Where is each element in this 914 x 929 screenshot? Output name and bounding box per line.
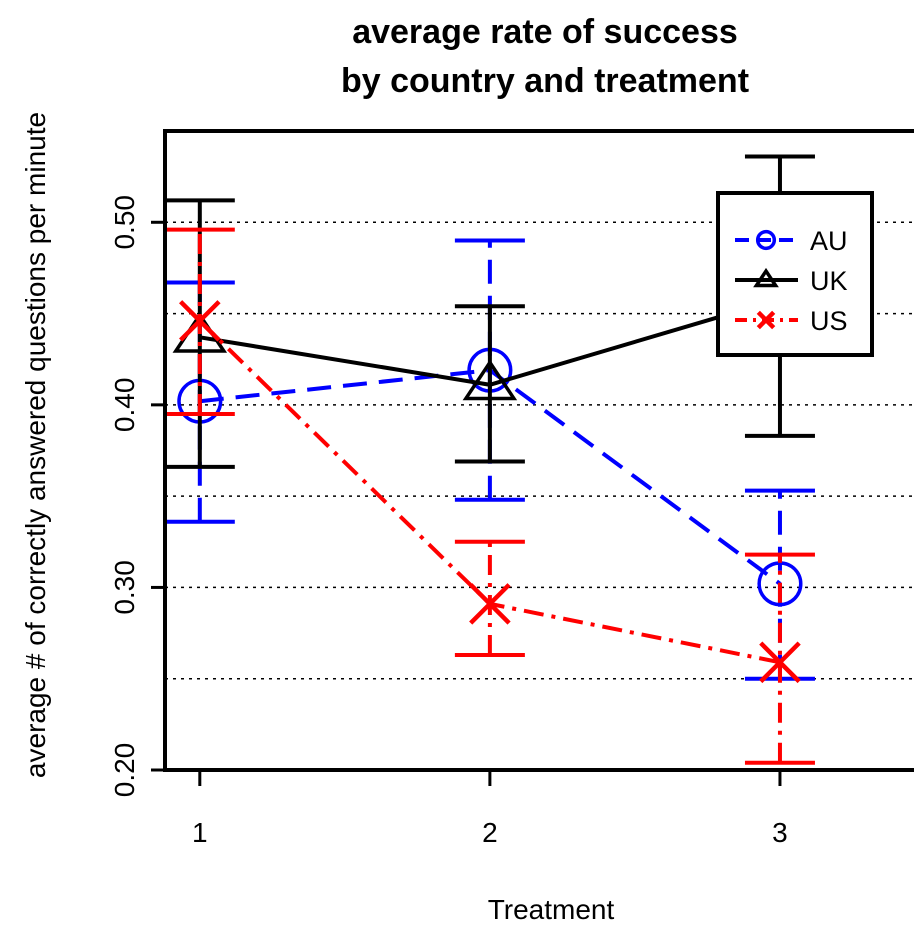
error-bar (454, 539, 525, 657)
y-tick-label: 0.50 (109, 195, 140, 250)
legend-item-us: US (735, 306, 848, 336)
x-marker (179, 300, 221, 342)
chart-title: average rate of success (352, 13, 738, 51)
circle-marker (755, 229, 777, 251)
legend-label: US (810, 306, 848, 336)
legend-items: AU UK US (735, 226, 848, 336)
error-bar (744, 552, 815, 765)
y-tick-label: 0.30 (109, 560, 140, 615)
y-axis: 0.20 0.30 0.40 0.50 (109, 195, 165, 797)
y-axis-label: average # of correctly answered question… (20, 112, 51, 778)
circle-marker (757, 561, 803, 607)
x-axis-label: Treatment (488, 894, 615, 925)
legend: AU UK US (716, 191, 874, 357)
x-marker (756, 310, 776, 330)
legend-item-uk: UK (735, 266, 848, 296)
x-marker (759, 641, 801, 684)
legend-box (716, 191, 874, 357)
y-tick-label: 0.20 (109, 743, 140, 798)
series-us (164, 227, 815, 765)
legend-item-au: AU (735, 226, 848, 256)
chart-subtitle: by country and treatment (341, 62, 749, 100)
triangle-marker (462, 359, 518, 401)
x-tick-label: 2 (482, 817, 498, 848)
x-marker (469, 583, 511, 625)
y-tick-label: 0.40 (109, 378, 140, 433)
series-line (199, 297, 781, 387)
plot-frame (163, 129, 914, 772)
x-tick-label: 1 (192, 817, 208, 848)
triangle-marker (753, 267, 779, 288)
x-axis: 1 2 3 (192, 770, 788, 848)
legend-label: UK (810, 266, 848, 296)
legend-label: AU (810, 226, 848, 256)
x-tick-label: 3 (772, 817, 788, 848)
